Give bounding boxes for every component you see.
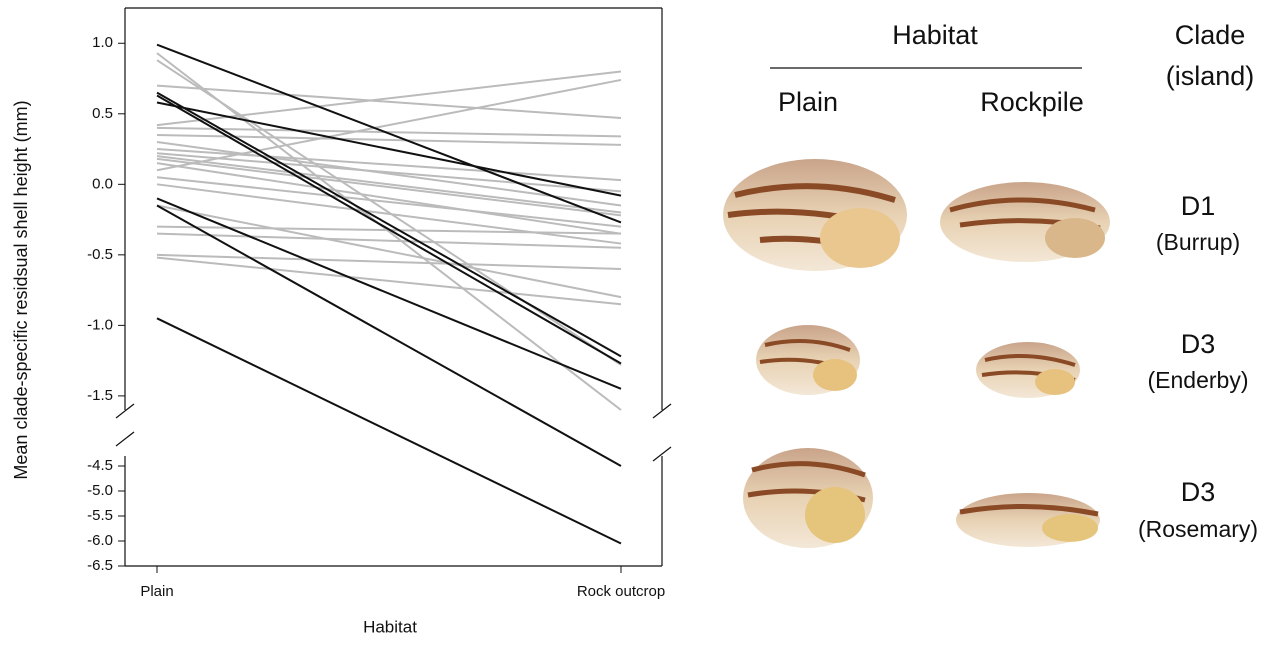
island-label: (Enderby) xyxy=(1148,367,1249,393)
y-tick-label: -4.5 xyxy=(87,457,113,474)
data-line xyxy=(157,258,621,305)
plot-frame xyxy=(116,8,671,566)
y-tick-label: 0.5 xyxy=(92,105,113,122)
y-tick-label: -0.5 xyxy=(87,246,113,263)
y-tick-label: -5.0 xyxy=(87,482,113,499)
x-tick-label: Plain xyxy=(140,583,173,600)
data-line xyxy=(157,103,621,196)
clade-header: Clade xyxy=(1175,20,1246,50)
data-line xyxy=(157,184,621,243)
snail-images xyxy=(723,159,1110,548)
y-tick-label: -6.5 xyxy=(87,557,113,574)
data-line xyxy=(157,205,621,466)
y-tick-label: -6.0 xyxy=(87,532,113,549)
snail xyxy=(723,159,907,271)
column-label: Plain xyxy=(778,87,838,117)
snail xyxy=(743,448,873,548)
data-line xyxy=(157,80,621,170)
y-axis-label: Mean clade-specific residsual shell heig… xyxy=(11,100,31,479)
y-tick-label: 0.0 xyxy=(92,175,113,192)
column-label: Rockpile xyxy=(980,87,1084,117)
y-tick-label: 1.0 xyxy=(92,34,113,51)
clade-label: D3 xyxy=(1181,477,1216,507)
snail xyxy=(940,182,1110,262)
data-line xyxy=(157,159,621,215)
data-line xyxy=(157,60,621,365)
panel-title: Habitat xyxy=(892,20,978,50)
island-label: (Rosemary) xyxy=(1138,516,1258,542)
clade-header: (island) xyxy=(1166,61,1255,91)
data-line xyxy=(157,198,621,388)
data-line xyxy=(157,255,621,269)
clade-label: D1 xyxy=(1181,191,1216,221)
data-line xyxy=(157,318,621,543)
y-tick-label: -1.5 xyxy=(87,387,113,404)
snail xyxy=(956,493,1100,547)
island-label: (Burrup) xyxy=(1156,229,1240,255)
x-tick-label: Rock outcrop xyxy=(577,583,665,600)
figure: Mean clade-specific residsual shell heig… xyxy=(0,0,1285,641)
x-axis-label: Habitat xyxy=(363,617,417,636)
data-line xyxy=(157,45,621,223)
y-tick-label: -5.5 xyxy=(87,507,113,524)
data-line xyxy=(157,86,621,118)
snail xyxy=(976,342,1080,398)
snail xyxy=(756,325,860,395)
y-tick-label: -1.0 xyxy=(87,316,113,333)
clade-label: D3 xyxy=(1181,329,1216,359)
